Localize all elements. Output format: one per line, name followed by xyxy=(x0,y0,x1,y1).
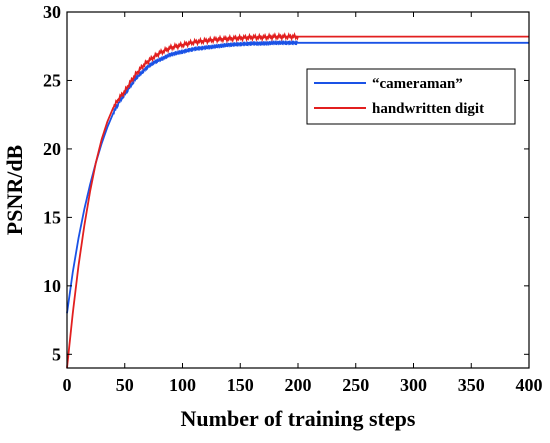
x-tick-label: 300 xyxy=(400,375,427,395)
y-tick-label: 25 xyxy=(43,70,61,90)
x-tick-label: 50 xyxy=(116,375,134,395)
y-tick-label: 15 xyxy=(43,207,61,227)
x-tick-label: 250 xyxy=(342,375,369,395)
x-tick-label: 150 xyxy=(227,375,254,395)
series-layer xyxy=(66,32,529,369)
series-line-0 xyxy=(66,39,529,314)
y-tick-label: 20 xyxy=(43,139,61,159)
y-tick-label: 10 xyxy=(43,276,61,296)
y-axis-title: PSNR/dB xyxy=(2,144,27,235)
x-tick-label: 0 xyxy=(63,375,72,395)
x-tick-label: 400 xyxy=(516,375,543,395)
x-tick-label: 200 xyxy=(285,375,312,395)
y-tick-label: 5 xyxy=(52,344,61,364)
x-tick-label: 100 xyxy=(169,375,196,395)
x-tick-label: 350 xyxy=(458,375,485,395)
series-line-1 xyxy=(66,32,529,369)
legend: “cameraman” handwritten digit xyxy=(306,68,516,125)
legend-box xyxy=(306,68,516,125)
x-axis-title: Number of training steps xyxy=(181,406,416,431)
ticks-layer: 0 50 100 150 200 250 300 350 400 5 10 15 20 25 30 xyxy=(43,2,543,395)
legend-label-handwritten-digit: handwritten digit xyxy=(372,101,484,117)
y-tick-label: 30 xyxy=(43,2,61,22)
legend-label-cameraman: “cameraman” xyxy=(372,76,463,92)
plot-background xyxy=(67,12,529,368)
